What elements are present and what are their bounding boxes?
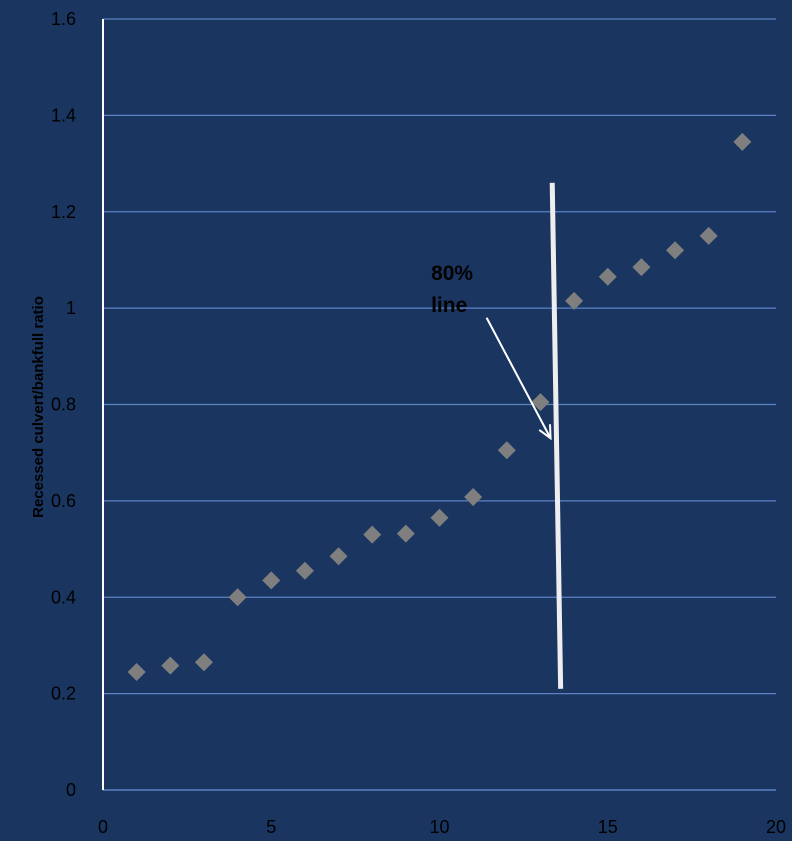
data-point — [262, 571, 281, 590]
y-tick-label: 1.4 — [51, 105, 76, 125]
x-tick-label: 15 — [598, 817, 618, 836]
threshold-line — [549, 182, 564, 689]
y-tick-label: 1.2 — [51, 202, 76, 222]
y-tick-label: 0.6 — [51, 491, 76, 511]
y-tick-label: 0 — [66, 780, 76, 800]
data-point — [127, 662, 146, 681]
data-point — [161, 656, 180, 675]
gridlines — [103, 18, 776, 791]
data-point — [598, 267, 617, 286]
data-point — [329, 547, 348, 566]
data-point — [666, 241, 685, 260]
data-point — [464, 488, 483, 507]
data-points — [127, 132, 752, 681]
y-axis-title: Recessed culvert/bankfull ratio — [30, 296, 47, 518]
data-point — [396, 524, 415, 543]
y-tick-label: 0.8 — [51, 395, 76, 415]
data-point — [531, 393, 550, 412]
y-tick-label: 1 — [66, 298, 76, 318]
annotation-80-percent-line: 80% line — [431, 182, 564, 689]
data-point — [497, 441, 516, 460]
y-tick-label: 0.4 — [51, 587, 76, 607]
annotation-arrow — [485, 317, 552, 439]
x-tick-label: 20 — [766, 817, 786, 836]
y-tick-label: 0.2 — [51, 684, 76, 704]
data-point — [363, 525, 382, 544]
x-tick-label: 5 — [266, 817, 276, 836]
data-point — [699, 226, 718, 245]
data-point — [733, 132, 752, 151]
data-point — [430, 508, 449, 527]
data-point — [228, 588, 247, 607]
data-point — [565, 291, 584, 310]
data-point — [295, 561, 314, 580]
annotation-arrowhead — [538, 424, 552, 441]
y-tick-label: 1.6 — [51, 9, 76, 29]
annotation-label: line — [431, 294, 467, 317]
data-point — [632, 258, 651, 277]
tick-labels: 0 0.2 0.4 0.6 0.8 1 1.2 1.4 1.6 0 5 10 15 20 — [51, 9, 786, 837]
data-point — [194, 653, 213, 672]
x-tick-label: 0 — [98, 817, 108, 836]
x-tick-label: 10 — [429, 817, 449, 836]
annotation-label: 80% — [431, 262, 473, 285]
